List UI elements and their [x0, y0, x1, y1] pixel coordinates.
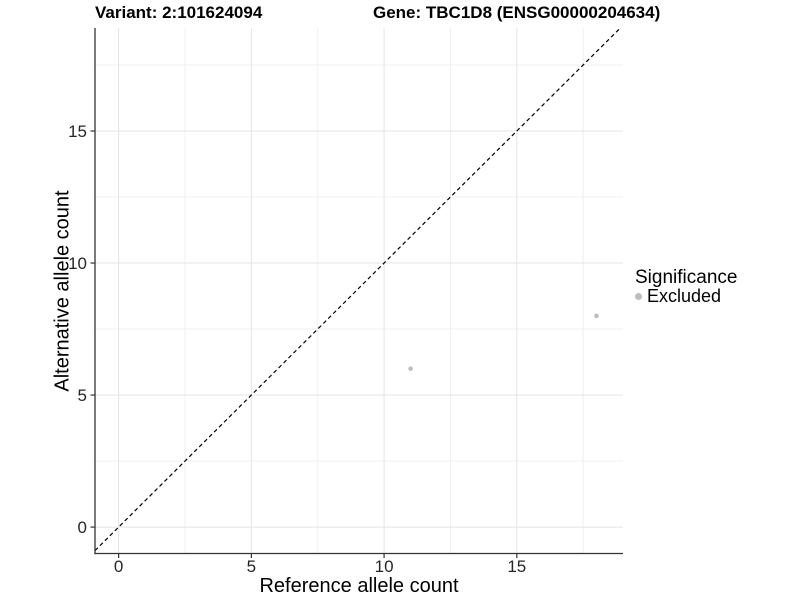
y-axis-title: Alternative allele count — [51, 190, 74, 392]
x-tick-label: 0 — [114, 557, 123, 576]
legend: Significance Excluded — [635, 267, 738, 306]
x-tick-label: 10 — [375, 557, 394, 576]
y-tick-label: 5 — [78, 386, 87, 405]
y-tick-label: 10 — [68, 254, 87, 273]
variant-title: Variant: 2:101624094 — [95, 3, 263, 22]
legend-key-dot-icon — [635, 292, 642, 300]
y-tick-label: 15 — [68, 122, 87, 141]
x-axis-title: Reference allele count — [259, 575, 459, 597]
data-point — [408, 366, 413, 371]
x-tick-label: 5 — [247, 557, 256, 576]
legend-item-label: Excluded — [647, 286, 722, 306]
legend-item-excluded: Excluded — [635, 286, 737, 306]
legend-title: Significance — [635, 267, 738, 288]
identity-dashed-line — [94, 27, 621, 552]
gene-title: Gene: TBC1D8 (ENSG00000204634) — [373, 3, 661, 22]
data-point — [594, 313, 599, 319]
y-tick-label: 0 — [78, 518, 87, 537]
x-tick-label: 15 — [507, 557, 526, 576]
